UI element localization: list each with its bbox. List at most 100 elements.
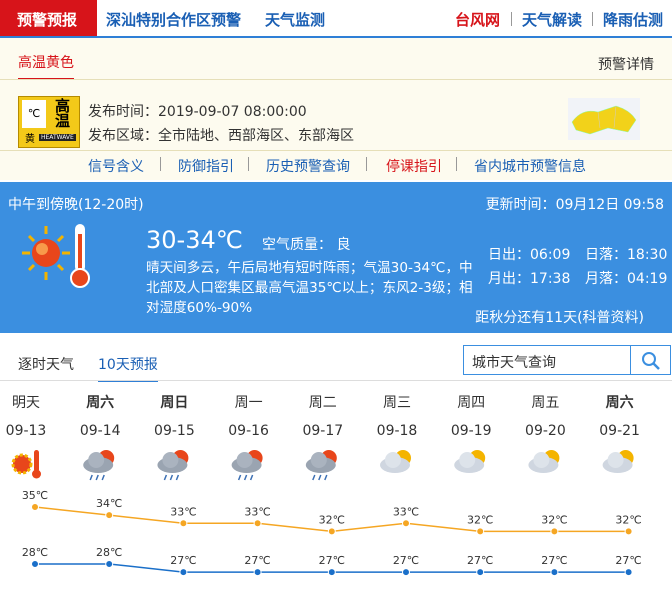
warning-link[interactable]: 防御指引 (178, 159, 234, 175)
sunset: 日落：18:30 (585, 247, 668, 263)
thermo (34, 450, 39, 472)
low-label: 27℃ (541, 554, 567, 567)
low-label: 27℃ (393, 554, 419, 567)
weather-icon (83, 450, 115, 481)
cloud (162, 452, 179, 468)
rain (175, 474, 180, 481)
rain (95, 474, 99, 481)
thermo-bulb (32, 469, 41, 479)
update-time: 更新时间：09月12日 09:58 (486, 194, 664, 214)
date: 09-16 (228, 423, 269, 439)
high-point (105, 511, 114, 520)
forecast-tab[interactable]: 10天预报 (98, 354, 158, 382)
high-label: 32℃ (319, 513, 345, 526)
icon-level: 黄 (25, 134, 35, 145)
weather-icon (305, 450, 337, 481)
high-point (327, 527, 336, 536)
cloud (533, 452, 550, 468)
day-name: 周日 (160, 395, 188, 411)
date: 09-20 (525, 423, 566, 439)
weather-icon (157, 450, 189, 481)
rain (318, 474, 322, 481)
day-name: 周六 (86, 394, 114, 411)
high-point (31, 503, 39, 511)
sun (11, 453, 33, 475)
weather-icon (231, 450, 263, 481)
low-label: 27℃ (319, 554, 345, 567)
rain (312, 474, 316, 481)
issue-time: 发布时间：2019-09-07 08:00:00 (88, 101, 307, 121)
date: 09-17 (302, 423, 343, 439)
top-nav: 预警预报 深汕特别合作区预警 天气监测 台风网 天气解读 降雨估测 (0, 0, 672, 38)
weather-icon (380, 450, 411, 473)
moonset: 月落：04:19 (585, 271, 668, 287)
value: 09月12日 09:58 (555, 197, 664, 213)
value: 全市陆地、西部海区、东部海区 (158, 128, 354, 144)
rain (237, 474, 242, 481)
high-label: 32℃ (541, 513, 567, 526)
warning-tab[interactable]: 高温黄色 (18, 52, 74, 80)
sunrise: 日出：06:09 (488, 247, 571, 263)
low-point (624, 568, 633, 577)
nav-link[interactable]: 台风网 (455, 11, 501, 29)
issue-area: 发布区域：全市陆地、西部海区、东部海区 (88, 125, 354, 145)
high-label: 35℃ (22, 489, 48, 502)
warning-link[interactable]: 停课指引 (386, 159, 442, 175)
description: 晴天间多云，午后局地有短时阵雨；气温30-34℃，中北部及人口密集区最高气温35… (146, 260, 473, 316)
search-icon[interactable] (640, 350, 662, 372)
nav-link[interactable]: 天气解读 (522, 11, 583, 29)
date: 09-18 (377, 423, 418, 439)
low-point (550, 568, 559, 577)
low-point (179, 568, 188, 577)
low-point (253, 568, 262, 577)
label: 发布时间： (88, 104, 158, 120)
date: 09-13 (6, 423, 47, 439)
icon-en: HEATWAVE (39, 134, 76, 141)
high-point (476, 527, 485, 536)
low-label: 27℃ (467, 554, 493, 567)
sun-thermo-icon (22, 224, 90, 288)
rain (89, 474, 93, 481)
warning-link[interactable]: 信号含义 (88, 159, 144, 175)
nav-tab[interactable]: 预警预报 (17, 11, 78, 29)
cloud (385, 452, 401, 468)
nav-tab[interactable]: 深汕特别合作区预警 (106, 11, 242, 29)
cloud (607, 452, 624, 468)
low-label: 27℃ (244, 554, 270, 567)
now-panel (0, 182, 672, 333)
high-point (624, 527, 633, 536)
search-box[interactable]: 城市天气查询 (463, 345, 671, 375)
high-point (402, 519, 410, 528)
warning-link[interactable]: 历史预警查询 (266, 159, 350, 175)
forecast-tab[interactable]: 逐时天气 (18, 357, 74, 373)
weather-icon (528, 450, 560, 473)
nav-tab[interactable]: 天气监测 (265, 11, 326, 29)
label: 空气质量： (262, 237, 332, 253)
date: 09-19 (451, 423, 492, 439)
rain (169, 474, 174, 481)
rain (163, 474, 168, 481)
high-label: 32℃ (467, 513, 493, 526)
warning-link[interactable]: 省内城市预警信息 (474, 159, 586, 175)
map-thumb[interactable] (568, 98, 640, 140)
divider (0, 150, 672, 151)
moonrise: 月出：17:38 (488, 271, 571, 287)
search-placeholder: 城市天气查询 (472, 355, 556, 371)
solar-term[interactable]: 距秋分还有11天(科普资料) (475, 310, 644, 326)
low-point (476, 568, 485, 577)
details-link[interactable]: 预警详情 (598, 57, 654, 73)
high-point (253, 519, 262, 528)
icon-text: 高温 (55, 97, 71, 130)
nav-link[interactable]: 降雨估测 (603, 11, 664, 29)
label: 发布区域： (88, 128, 158, 144)
low-point (105, 559, 114, 568)
date: 09-15 (154, 423, 195, 439)
high-point (179, 519, 188, 528)
day-name: 明天 (12, 395, 40, 411)
label: 更新时间： (485, 197, 556, 213)
period: 中午到傍晚(12-20时) (8, 197, 144, 213)
low-label: 28℃ (22, 546, 48, 559)
warning-panel (0, 38, 672, 180)
date: 09-21 (599, 423, 640, 439)
